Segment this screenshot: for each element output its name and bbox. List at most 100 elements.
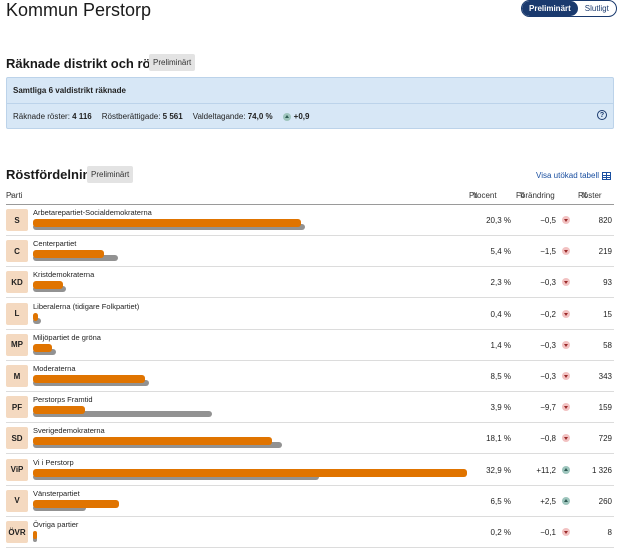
distribution-section-title: Röstfördelning [6,167,99,182]
arrow-down-icon [562,278,570,287]
toggle-final[interactable]: Slutligt [584,4,609,13]
party-percent: 20,3 % [486,216,511,225]
table-row: V Vänsterpartiet 6,5 % +2,5 260 [6,486,614,517]
result-type-toggle[interactable]: Preliminärt Slutligt [521,0,617,17]
party-abbreviation: C [6,240,28,263]
table-icon [602,171,612,180]
party-name: Liberalerna (tidigare Folkpartiet) [33,301,140,311]
column-votes-label: Röster [578,191,602,200]
sort-icon: ⇅ [519,191,526,200]
previous-result-bar [33,442,283,449]
previous-result-bar [33,536,37,542]
party-name: Vi i Perstorp [33,457,74,467]
extended-table-link[interactable]: Visa utökad tabell [536,171,612,180]
party-abbreviation: KD [6,271,28,294]
party-percent: 18,1 % [486,434,511,444]
arrow-down-icon [562,309,570,318]
party-abbreviation: ViP [6,458,28,481]
party-name: Moderaterna [33,364,76,373]
party-percent: 32,9 % [486,465,511,475]
arrow-up-icon [562,465,570,474]
arrow-down-icon [562,528,570,536]
party-change: −0,8 [540,434,556,444]
party-votes: 159 [598,403,612,413]
party-change: −9,7 [540,403,556,413]
table-header-divider [6,204,614,205]
table-row: C Centerpartiet 5,4 % −1,5 219 [6,236,614,268]
party-percent: 3,9 % [490,403,511,413]
eligible-voters-label: Röstberättigade: [101,112,161,121]
party-percent: 0,2 % [490,528,511,537]
party-votes: 729 [598,434,612,444]
party-abbreviation: V [6,489,28,512]
previous-result-bar [33,286,66,293]
party-change: −0,3 [540,372,556,381]
eligible-voters: Röstberättigade: 5 561 [102,112,183,121]
party-change: −0,3 [540,278,556,288]
toggle-preliminary[interactable]: Preliminärt [522,1,578,16]
extended-table-label: Visa utökad tabell [536,171,600,180]
party-percent: 1,4 % [490,340,511,350]
table-row: SD Sverigedemokraterna 18,1 % −0,8 729 [6,423,614,455]
party-percent: 6,5 % [490,496,511,506]
party-abbreviation: L [6,302,28,325]
districts-summary: Samtliga 6 valdistrikt räknade [13,86,126,95]
arrow-down-icon [562,340,570,349]
sort-icon: ⇅ [472,191,479,200]
counted-info-box: Samtliga 6 valdistrikt räknade Räknade r… [6,77,614,129]
party-change: −1,5 [540,247,556,257]
party-name: Centerpartiet [33,239,77,249]
party-percent: 2,3 % [490,278,511,288]
party-abbreviation: S [6,209,28,231]
previous-result-bar [33,348,56,355]
party-votes: 8 [607,528,612,537]
table-row: KD Kristdemokraterna 2,3 % −0,3 93 [6,267,614,299]
counted-votes-value: 4 116 [72,112,92,121]
counted-section-title: Räknade distrikt och röster [6,56,175,71]
current-result-bar [33,437,272,446]
party-abbreviation: PF [6,396,28,419]
party-percent: 8,5 % [490,372,511,381]
table-row: MP Miljöpartiet de gröna 1,4 % −0,3 58 [6,330,614,361]
turnout-label: Valdeltagande: [192,112,246,121]
column-party-label: Parti [6,191,23,200]
previous-result-bar [33,224,306,230]
previous-result-bar [33,504,86,511]
counted-stats: Räknade röster: 4 116 Röstberättigade: 5… [13,112,309,121]
party-name: Miljöpartiet de gröna [33,332,101,342]
turnout-change: +0,9 [293,112,310,121]
arrow-down-icon [562,403,570,412]
party-name: Perstorps Framtid [33,395,93,405]
party-change: +11,2 [536,465,556,475]
sort-icon: ⇅ [581,191,588,200]
current-result-bar [33,499,119,508]
party-percent: 5,4 % [490,247,511,257]
table-row: PF Perstorps Framtid 3,9 % −9,7 159 [6,392,614,424]
previous-result-bar [33,411,213,418]
party-name: Vänsterpartiet [33,488,80,498]
current-result-bar [33,531,37,539]
party-votes: 15 [603,309,612,319]
turnout-value: 74,0 % [247,112,273,121]
party-change: −0,3 [540,340,556,350]
previous-result-bar [33,380,149,386]
party-votes: 343 [598,372,612,381]
table-row: S Arbetarepartiet-Socialdemokraterna 20,3 … [6,205,614,236]
party-votes: 93 [603,278,612,288]
arrow-down-icon [562,434,570,443]
table-row: M Moderaterna 8,5 % −0,3 343 [6,361,614,392]
arrow-down-icon [562,372,570,380]
turnout: Valdeltagande: 74,0 % [193,112,273,121]
party-name: Arbetarepartiet-Socialdemokraterna [33,208,152,217]
preliminary-badge: Preliminärt [87,166,134,183]
column-percent-label: Procent [469,191,497,200]
arrow-down-icon [562,216,570,224]
counted-votes-label: Räknade röster: [13,112,70,121]
question-icon[interactable]: ? [597,110,607,120]
sort-ascending-icon: ↑ [9,191,13,200]
party-name: Kristdemokraterna [33,270,95,280]
party-abbreviation: M [6,365,28,387]
current-result-bar [33,406,85,415]
counted-votes: Räknade röster: 4 116 [13,112,92,121]
party-percent: 0,4 % [490,309,511,319]
